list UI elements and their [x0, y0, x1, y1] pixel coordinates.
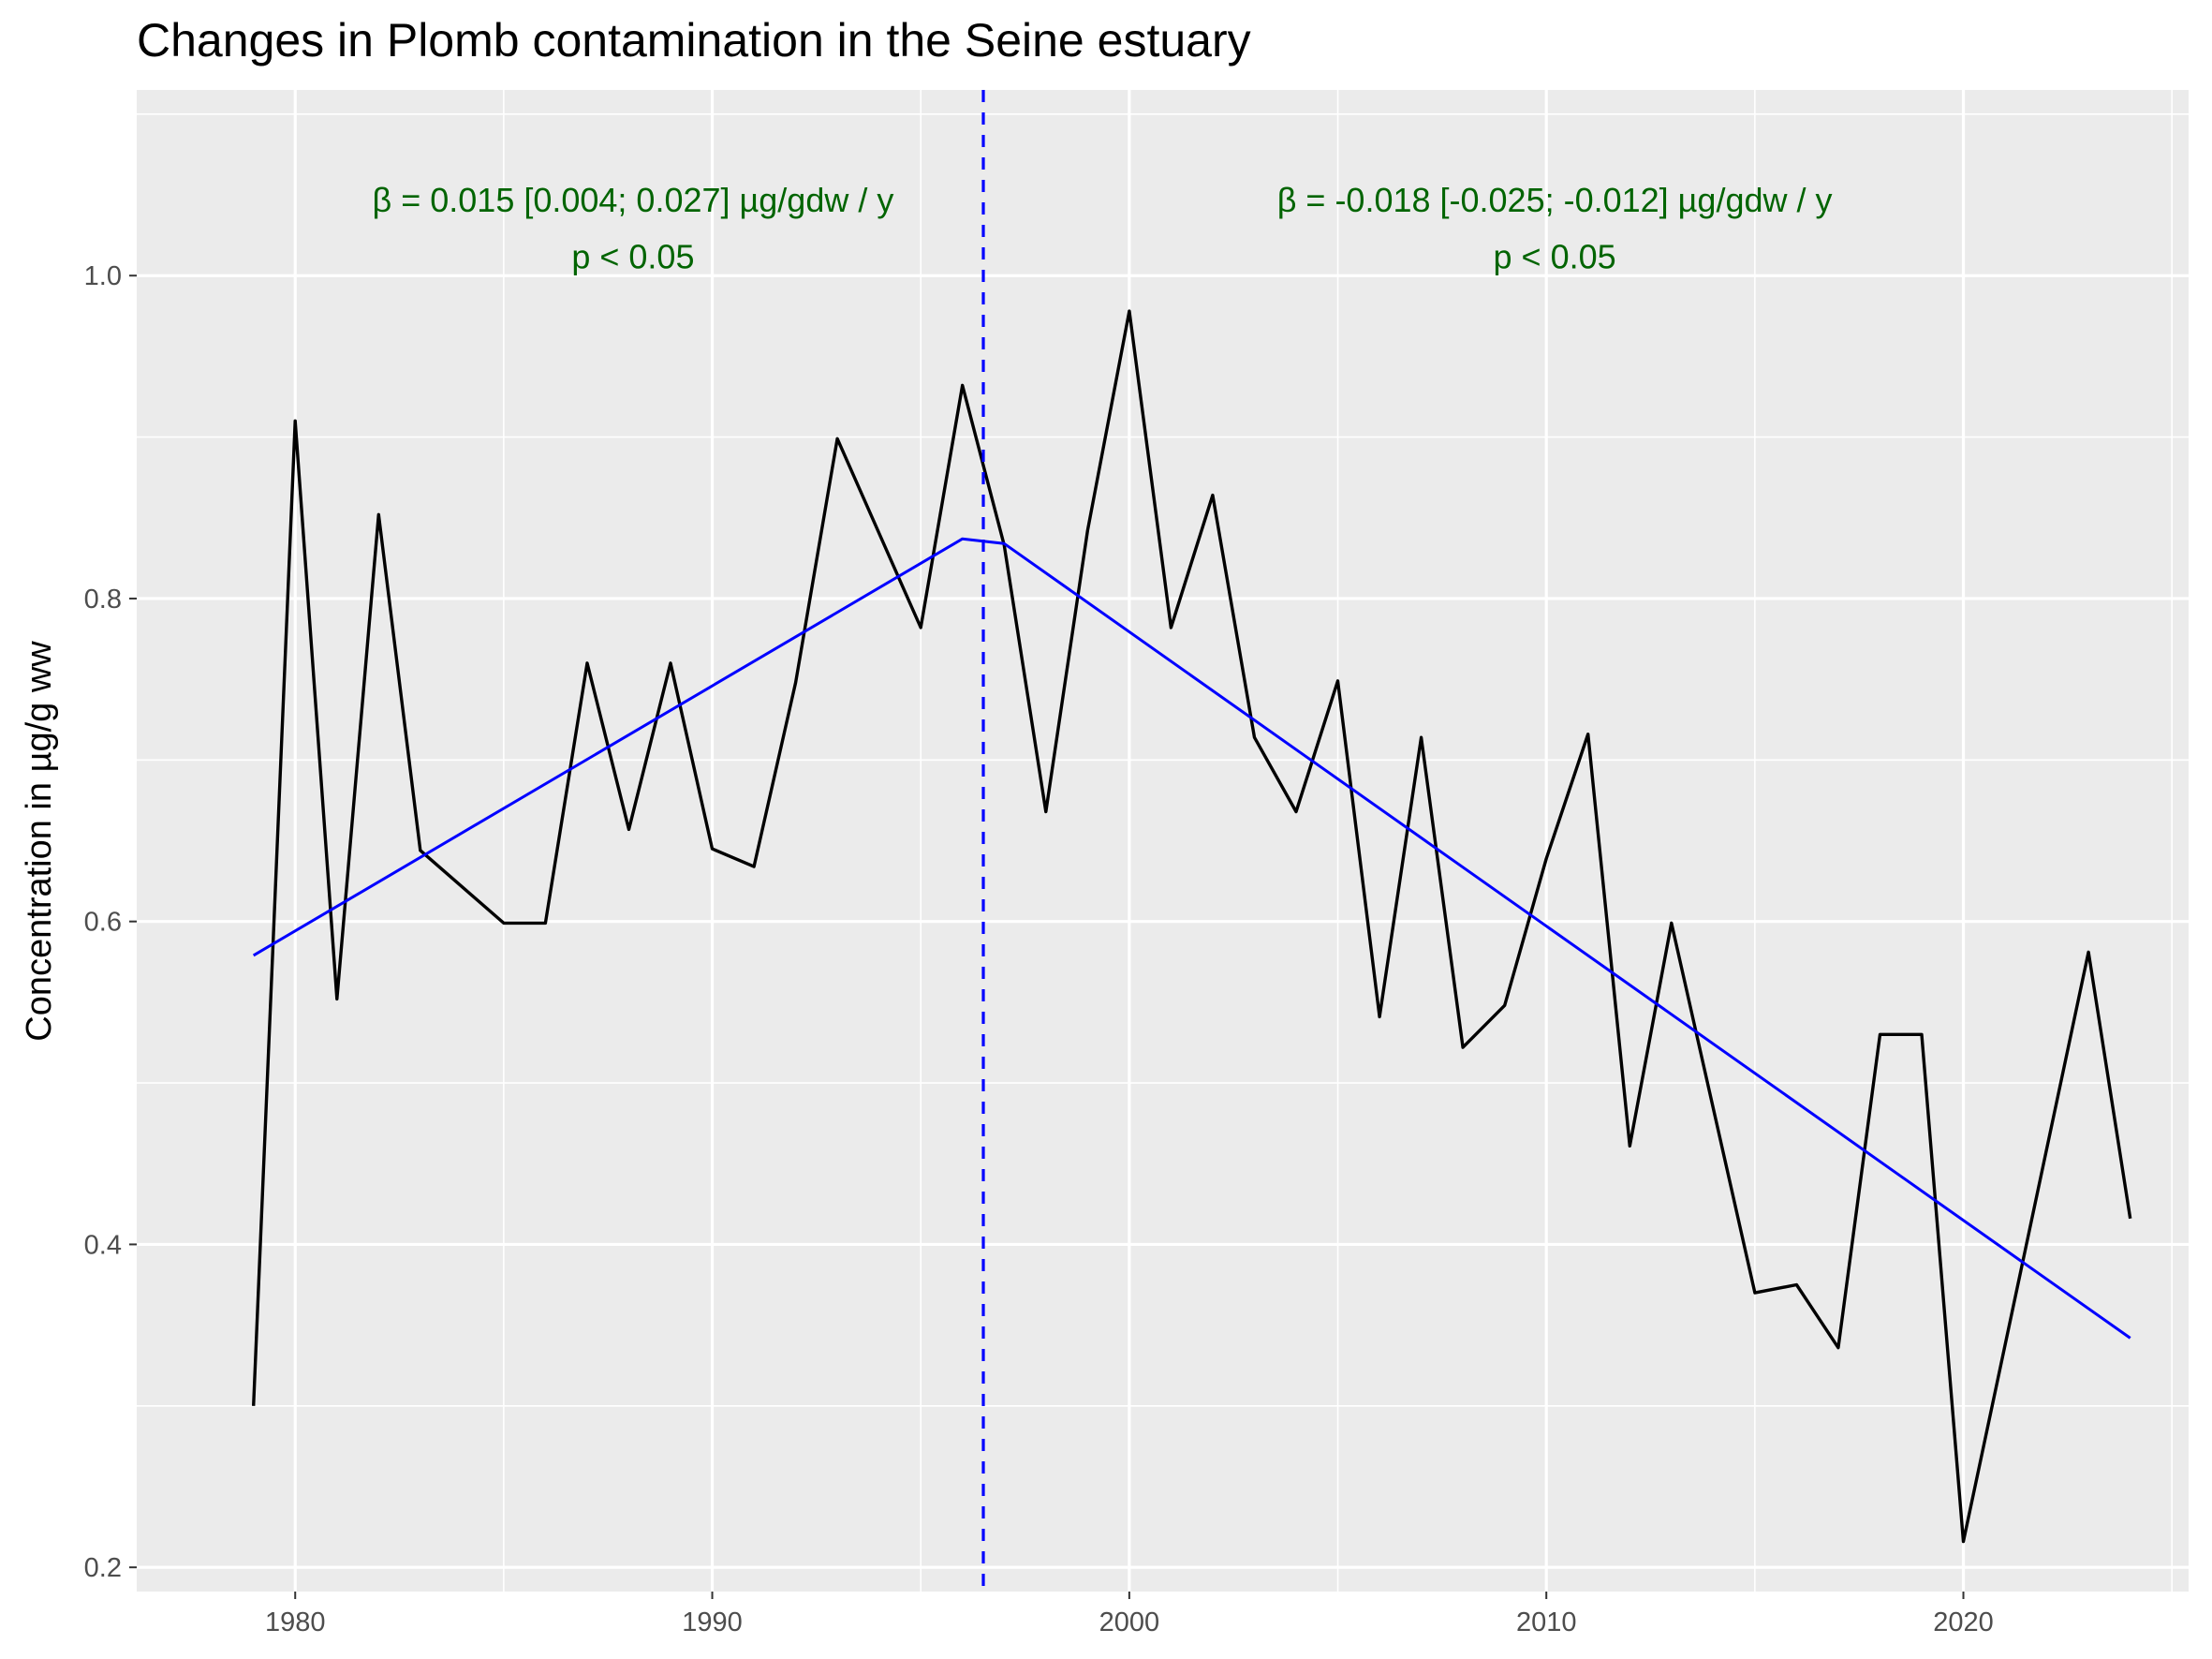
- plot-panel: [137, 90, 2189, 1592]
- major-gridlines: [137, 90, 2189, 1592]
- x-tick-label: 2020: [1933, 1607, 1994, 1637]
- x-tick-label: 1980: [265, 1607, 326, 1637]
- observed-series-line: [252, 309, 2132, 1544]
- y-tick-label: 0.4: [84, 1230, 122, 1260]
- x-axis: 1980 1990 2000 2010 2020: [265, 1592, 1994, 1637]
- x-tick-label: 2010: [1516, 1607, 1577, 1637]
- x-tick-label: 1990: [682, 1607, 743, 1637]
- y-tick-label: 0.8: [84, 585, 122, 615]
- y-tick-label: 0.2: [84, 1553, 122, 1583]
- y-tick-label: 1.0: [84, 261, 122, 291]
- chart-title: Changes in Plomb contamination in the Se…: [137, 14, 1251, 67]
- y-axis-title: Concentration in µg/g ww: [20, 641, 59, 1042]
- x-tick-label: 2000: [1099, 1607, 1160, 1637]
- annotation-slope-2: β = -0.018 [-0.025; -0.012] µg/gdw / y: [1277, 181, 1833, 219]
- series-layer: [252, 90, 2132, 1592]
- y-tick-label: 0.6: [84, 908, 122, 938]
- y-axis: 0.2 0.4 0.6 0.8 1.0: [84, 261, 137, 1583]
- annotations: β = 0.015 [0.004; 0.027] µg/gdw / y p < 0…: [373, 181, 1833, 275]
- annotation-slope-1: β = 0.015 [0.004; 0.027] µg/gdw / y: [373, 181, 894, 219]
- annotation-pvalue-2: p < 0.05: [1494, 238, 1616, 276]
- annotation-pvalue-1: p < 0.05: [571, 238, 694, 276]
- minor-gridlines: [137, 90, 2189, 1592]
